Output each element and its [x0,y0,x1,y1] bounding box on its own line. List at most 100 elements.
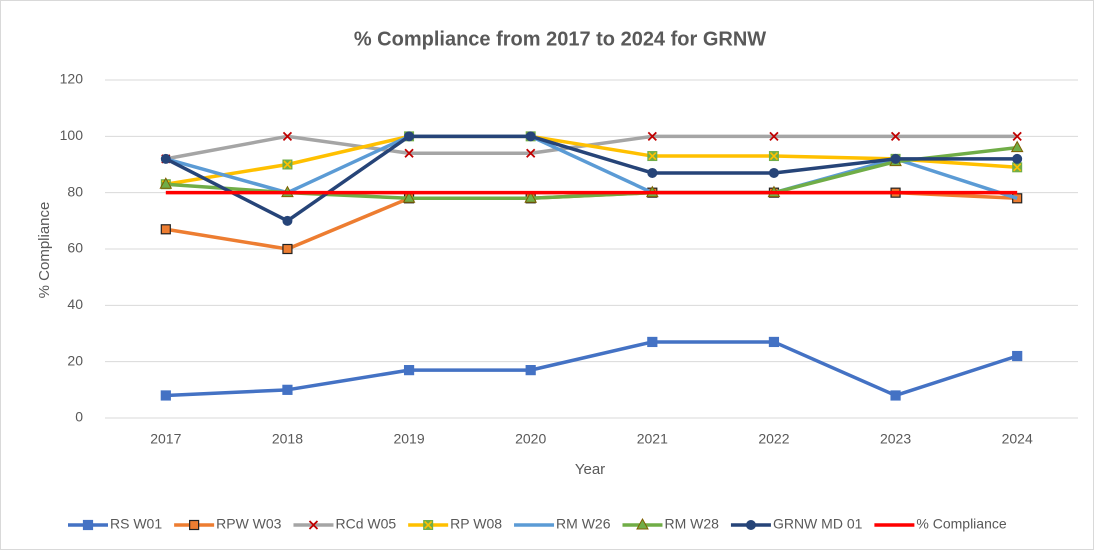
marker [160,390,171,401]
marker [525,131,536,142]
marker-circle [1012,153,1023,164]
x-axis-title: Year [575,461,605,478]
marker [769,131,779,141]
marker-x [769,131,779,141]
marker [423,520,434,530]
marker [890,153,901,164]
marker-circle [160,153,171,164]
marker [403,365,415,376]
marker [1012,350,1023,362]
marker [282,243,293,255]
marker [890,131,901,141]
marker [282,215,293,226]
marker-x [890,131,901,141]
y-tick-label: 80 [67,183,83,199]
marker [404,131,415,142]
marker-square [890,390,901,401]
y-axis-title: % Compliance [36,202,53,299]
legend-label: RS W01 [110,516,162,532]
marker-circle [282,215,293,226]
marker-square [282,243,293,255]
marker-x [1012,131,1022,141]
marker [525,365,536,376]
marker [1010,140,1024,153]
marker-x [308,520,319,530]
marker-triangle [524,191,538,203]
marker [647,336,658,348]
marker-circle [404,131,415,142]
marker-square [82,519,94,531]
marker-x [282,131,293,141]
marker [160,153,171,164]
marker [526,148,536,158]
marker-square [189,519,200,531]
marker-circle [647,167,658,178]
marker-x [769,151,779,161]
marker-x [283,160,292,169]
marker-circle [745,520,756,530]
marker-circle [890,153,901,164]
y-tick-label: 100 [60,127,84,143]
marker-x [648,151,657,161]
y-tick-label: 40 [67,296,83,312]
marker-square [403,365,415,376]
x-tick-label: 2017 [150,431,181,447]
marker-triangle [1010,140,1024,153]
marker [160,224,171,235]
marker [1012,162,1023,173]
chart-title: % Compliance from 2017 to 2024 for GRNW [354,28,766,50]
marker [1012,153,1023,164]
marker [647,167,658,178]
x-tick-label: 2024 [1002,431,1033,447]
marker-square [160,224,171,235]
marker-square [768,336,780,348]
marker-x [526,148,536,158]
marker [282,131,293,141]
marker [282,159,293,170]
marker-triangle [159,177,173,189]
marker-square [1012,350,1023,362]
x-tick-label: 2020 [515,431,546,447]
x-tick-label: 2021 [637,431,668,447]
marker [282,384,293,395]
legend-label: RM W28 [664,516,719,532]
marker-square [160,390,171,401]
marker [159,177,173,189]
series-line [165,134,1018,200]
x-tick-label: 2019 [393,431,424,447]
marker [308,520,319,530]
series-line [165,134,1018,223]
marker-square [647,336,658,348]
y-tick-label: 60 [67,240,83,256]
marker [404,148,414,158]
legend-label: GRNW MD 01 [773,516,863,532]
marker [402,191,416,203]
marker [189,519,200,531]
marker-triangle [402,191,416,203]
marker-x [647,131,657,141]
marker [647,151,658,162]
y-tick-label: 120 [60,71,84,87]
legend-label: RCd W05 [335,516,396,532]
series-line [165,340,1018,398]
marker-triangle [636,517,649,530]
x-tick-label: 2023 [880,431,911,447]
marker [890,390,901,401]
y-tick-label: 0 [75,409,83,425]
marker [768,151,779,162]
marker [768,336,780,348]
marker-square [282,384,293,395]
marker-x [424,520,433,530]
marker-circle [525,131,536,142]
marker-square [525,365,536,376]
marker [647,131,657,141]
x-tick-label: 2018 [272,431,303,447]
marker-circle [768,167,779,178]
legend-label: RM W26 [556,516,611,532]
y-tick-label: 20 [67,352,83,368]
x-tick-label: 2022 [758,431,789,447]
legend-label: % Compliance [916,516,1006,532]
marker-x [404,148,414,158]
